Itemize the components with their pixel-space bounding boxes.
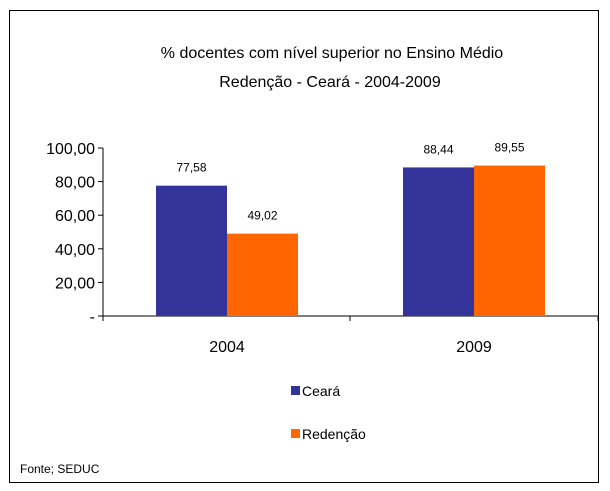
bar-redencao-2009 bbox=[474, 165, 545, 316]
y-tick-label: 100,00 bbox=[46, 141, 95, 158]
plot-area: - 20,00 40,00 60,00 80,00 100,00 2004 2009 77,58… bbox=[46, 141, 599, 356]
y-tick-label: 80,00 bbox=[55, 175, 95, 192]
data-label: 88,44 bbox=[423, 142, 453, 156]
y-tick-label: 40,00 bbox=[55, 242, 95, 259]
bar-ceara-2004 bbox=[156, 185, 227, 316]
data-label: 89,55 bbox=[494, 141, 524, 155]
y-tick-label: 60,00 bbox=[55, 208, 95, 225]
legend-swatch bbox=[291, 429, 300, 438]
chart-subtitle: Redenção - Ceará - 2004-2009 bbox=[219, 74, 441, 91]
legend-label: Ceará bbox=[302, 383, 340, 399]
x-category-label: 2004 bbox=[209, 339, 245, 356]
legend: Ceará Redenção bbox=[291, 383, 366, 442]
data-label: 49,02 bbox=[247, 209, 277, 223]
chart-title: % docentes com nível superior no Ensino … bbox=[161, 45, 504, 62]
source-note: Fonte; SEDUC bbox=[20, 462, 100, 476]
legend-swatch bbox=[291, 386, 300, 395]
data-label: 77,58 bbox=[176, 161, 206, 175]
legend-label: Redenção bbox=[302, 426, 366, 442]
y-tick-label: 20,00 bbox=[55, 275, 95, 292]
bar-redencao-2004 bbox=[227, 233, 298, 316]
x-category-label: 2009 bbox=[456, 339, 492, 356]
y-tick-label: - bbox=[90, 309, 95, 326]
bar-ceara-2009 bbox=[403, 167, 474, 316]
